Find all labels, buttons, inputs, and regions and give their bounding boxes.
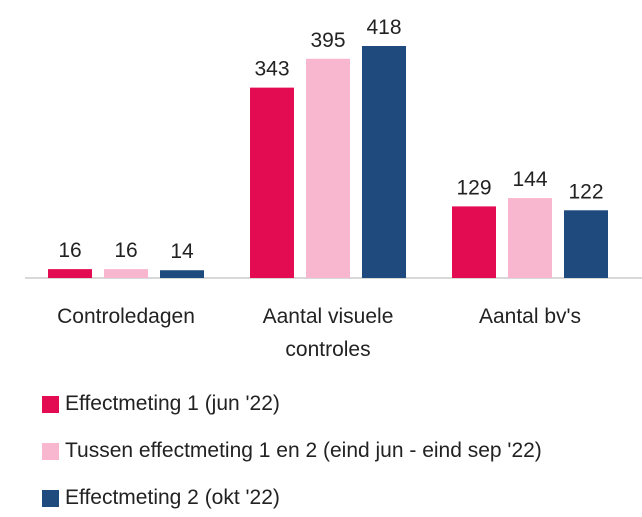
bar xyxy=(48,269,92,278)
x-tick-label: Aantal visuele controles xyxy=(262,305,394,361)
data-label: 122 xyxy=(568,180,603,203)
legend-swatch xyxy=(42,395,59,413)
legend-item: Tussen effectmeting 1 en 2 (eind jun - e… xyxy=(42,439,542,463)
legend-swatch xyxy=(42,489,59,507)
x-tick-label: Controledagen xyxy=(57,305,195,328)
data-label: 16 xyxy=(114,239,137,262)
legend-label: Effectmeting 2 (okt '22) xyxy=(65,486,280,509)
data-label: 418 xyxy=(366,16,401,39)
bar xyxy=(564,210,608,278)
data-label: 14 xyxy=(170,240,194,263)
bar xyxy=(362,46,406,278)
data-label: 395 xyxy=(310,29,345,52)
bar xyxy=(306,58,350,278)
legend-swatch xyxy=(42,442,59,460)
bar xyxy=(104,269,148,278)
bar xyxy=(508,198,552,278)
data-label: 144 xyxy=(512,168,547,191)
bar xyxy=(160,270,204,278)
legend-label: Effectmeting 1 (jun '22) xyxy=(65,392,280,415)
bar xyxy=(250,87,294,278)
x-tick-label: Aantal bv's xyxy=(478,305,582,328)
legend-item: Effectmeting 2 (okt '22) xyxy=(42,486,280,510)
bar xyxy=(452,206,496,278)
legend-label: Tussen effectmeting 1 en 2 (eind jun - e… xyxy=(65,439,542,462)
data-label: 343 xyxy=(254,58,289,81)
data-label: 129 xyxy=(456,176,491,199)
data-label: 16 xyxy=(58,239,81,262)
legend-item: Effectmeting 1 (jun '22) xyxy=(42,392,280,416)
